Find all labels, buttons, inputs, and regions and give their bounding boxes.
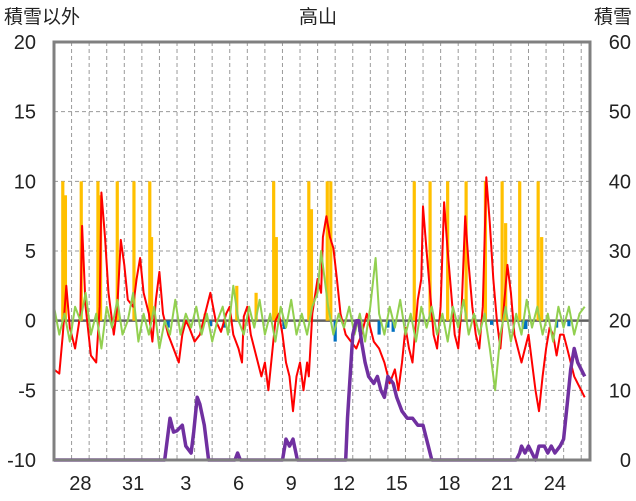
- left-tick-label: 10: [14, 171, 36, 193]
- sunshine-bar: [309, 209, 314, 321]
- sunshine-bar: [148, 181, 152, 321]
- precipitation-bar: [222, 320, 227, 328]
- right-tick-label: 50: [609, 102, 631, 124]
- chart-title: 高山: [299, 6, 337, 28]
- snow_depth-line: [54, 318, 587, 462]
- sunshine-bar: [500, 181, 504, 321]
- sunshine-bar: [504, 223, 508, 321]
- wind-line: [53, 250, 586, 392]
- sunshine-bar: [96, 181, 100, 321]
- x-tick-label: 12: [333, 473, 355, 495]
- sunshine-bar: [428, 181, 432, 321]
- precipitation-bar: [567, 320, 571, 327]
- left-axis-title: 積雪以外: [4, 6, 80, 28]
- right-tick-label: 20: [609, 311, 631, 333]
- x-tick-label: 31: [122, 473, 144, 495]
- x-tick-label: 21: [491, 473, 513, 495]
- left-tick-label: -10: [7, 450, 36, 472]
- sunshine-bar: [61, 181, 65, 321]
- x-tick-label: 28: [69, 473, 91, 495]
- sunshine-bar: [325, 181, 329, 321]
- sunshine-bar: [464, 181, 468, 321]
- x-tick-label: 24: [544, 473, 566, 495]
- bar-series: [61, 181, 571, 342]
- precipitation-bar: [208, 320, 213, 327]
- right-tick-label: 0: [620, 450, 631, 472]
- sunshine-bar: [63, 195, 68, 321]
- left-tick-label: 5: [25, 241, 36, 263]
- sunshine-bar: [483, 181, 488, 321]
- precipitation-bar: [386, 320, 390, 328]
- x-tick-label: 3: [180, 473, 191, 495]
- sunshine-bar: [149, 237, 154, 321]
- right-tick-label: 60: [609, 32, 631, 54]
- precipitation-bar: [377, 320, 381, 335]
- precipitation-bar: [282, 320, 286, 330]
- right-tick-label: 30: [609, 241, 631, 263]
- left-tick-label: 0: [25, 311, 36, 333]
- right-axis-title: 積雪: [594, 6, 632, 28]
- right-tick-label: 10: [609, 380, 631, 402]
- precipitation-bar: [166, 320, 170, 328]
- precipitation-bar: [391, 320, 395, 332]
- plot-frame: [52, 40, 592, 462]
- precipitation-bar: [524, 320, 528, 330]
- sunshine-bar: [254, 292, 258, 321]
- x-tick-label: 18: [438, 473, 460, 495]
- left-tick-label: 20: [14, 32, 36, 54]
- x-tick-label: 9: [286, 473, 297, 495]
- sunshine-bar: [274, 237, 278, 321]
- temperature-line: [53, 176, 586, 413]
- sunshine-bar: [132, 181, 136, 321]
- right-tick-label: 40: [609, 171, 631, 193]
- sunshine-bar: [536, 181, 540, 321]
- sunshine-bar: [518, 181, 522, 321]
- sunshine-bar: [115, 181, 119, 321]
- precipitation-bar: [489, 320, 494, 325]
- axis-ticks: 20 60 15 50 10 40 5 30 0 20 -5 10 -10 0 28 31 3 6 9 12 15 18 2…: [7, 32, 631, 495]
- left-tick-label: -5: [18, 380, 36, 402]
- sunshine-bar: [307, 181, 311, 321]
- left-tick-label: 15: [14, 102, 36, 124]
- sunshine-bar: [272, 181, 276, 321]
- sunshine-bar: [329, 181, 333, 321]
- x-tick-label: 6: [233, 473, 244, 495]
- line-series: [53, 176, 587, 462]
- sunshine-bar: [540, 237, 544, 321]
- sunshine-bar: [412, 181, 416, 321]
- x-tick-label: 15: [386, 473, 408, 495]
